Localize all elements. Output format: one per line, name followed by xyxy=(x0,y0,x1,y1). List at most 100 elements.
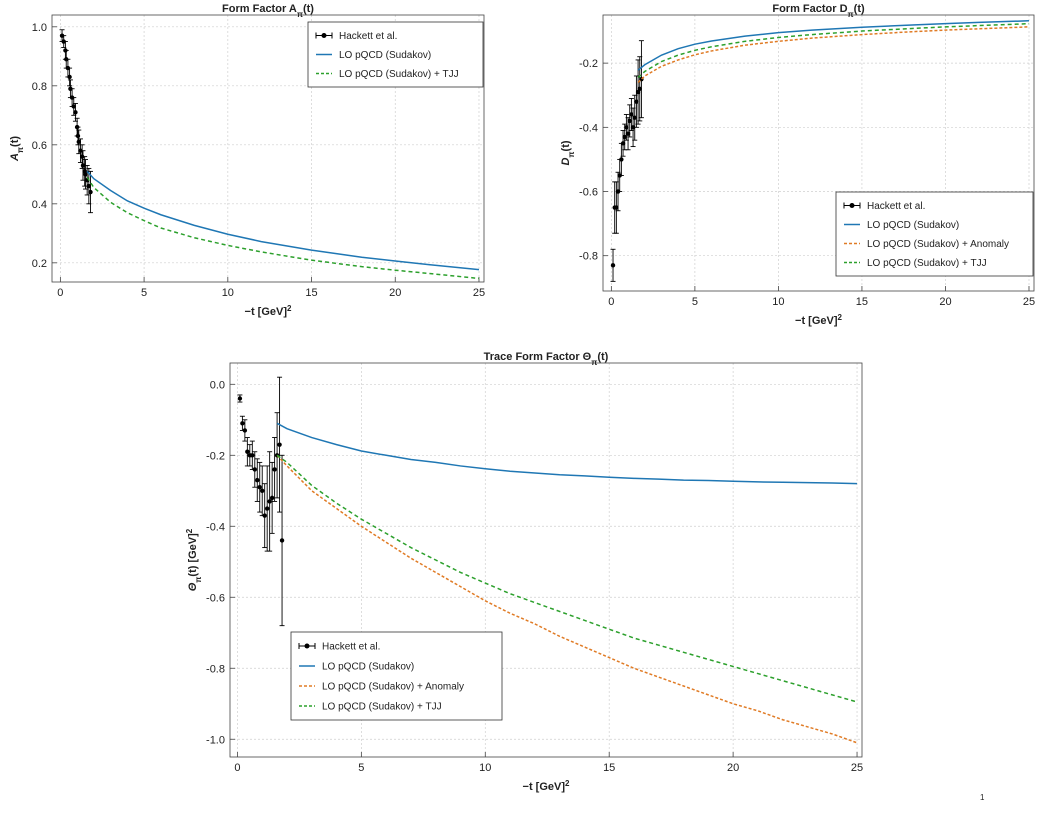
x-tick-label: 15 xyxy=(603,762,615,774)
data-point xyxy=(255,477,260,483)
y-tick-label: 0.6 xyxy=(32,140,47,152)
series-line-1 xyxy=(637,20,1030,71)
y-tick-label: -0.2 xyxy=(579,58,598,70)
legend-box xyxy=(835,191,1034,277)
x-tick-label: 5 xyxy=(692,296,698,308)
data-point xyxy=(629,112,634,117)
chart-form-factor-a: 0 5 10 15 20 25 0.2 0.4 0.6 0.8 1.0 Form Factor Aπ(… xyxy=(9,3,485,318)
legend-label: LO pQCD (Sudakov) + Anomaly xyxy=(322,682,464,693)
plot-frame xyxy=(602,14,1035,292)
series-line-1 xyxy=(86,170,480,271)
y-tick-label: 0.0 xyxy=(210,379,225,391)
x-tick-label: 10 xyxy=(772,296,784,308)
x-tick-label: 5 xyxy=(358,762,364,774)
y-tick-label: -0.4 xyxy=(579,122,598,134)
data-point xyxy=(245,449,250,454)
data-point xyxy=(260,488,265,493)
x-axis-label: −t [GeV]2 xyxy=(795,313,842,328)
legend-marker xyxy=(304,643,310,649)
x-tick-label: 0 xyxy=(608,296,614,308)
legend-label: LO pQCD (Sudakov) + Anomaly xyxy=(867,239,1009,250)
data-point xyxy=(237,396,243,401)
plot-frame xyxy=(51,14,485,283)
data-point xyxy=(76,139,81,145)
y-tick-label: 0.8 xyxy=(32,81,47,93)
y-tick-label: -0.8 xyxy=(206,663,225,675)
data-point xyxy=(257,485,262,490)
footnote-mark: 1 xyxy=(980,793,985,802)
data-point xyxy=(78,148,83,153)
data-point xyxy=(83,172,88,177)
y-tick-label: -0.4 xyxy=(206,521,225,533)
data-point xyxy=(634,99,639,104)
legend-marker xyxy=(849,203,855,208)
legend: Hackett et al. LO pQCD (Sudakov) LO pQCD (… xyxy=(835,191,1034,277)
chart-title: Trace Form Factor Θπ(t) xyxy=(484,351,609,367)
data-point xyxy=(637,86,642,92)
legend: Hackett et al. LO pQCD (Sudakov) LO pQCD (… xyxy=(290,631,503,721)
x-tick-label: 5 xyxy=(141,287,147,299)
y-tick-label: -0.8 xyxy=(579,251,598,263)
series-line-2 xyxy=(276,454,858,744)
x-tick-label: 25 xyxy=(851,762,863,774)
chart-title: Form Factor Dπ(t) xyxy=(772,3,865,19)
x-tick-label: 15 xyxy=(856,296,868,308)
legend-box xyxy=(290,631,503,721)
y-axis-label: Θπ(t) [GeV]2 xyxy=(185,528,203,591)
data-point xyxy=(75,133,81,139)
y-tick-label: 0.2 xyxy=(32,258,47,270)
legend-label: LO pQCD (Sudakov) + TJJ xyxy=(867,258,987,269)
x-axis-label: −t [GeV]2 xyxy=(245,304,292,319)
series-line-1 xyxy=(276,422,858,485)
chart-title: Form Factor Aπ(t) xyxy=(222,3,314,19)
data-point xyxy=(88,189,93,195)
legend-label: LO pQCD (Sudakov) xyxy=(867,220,959,231)
data-point xyxy=(262,513,267,518)
chart-form-factor-d: 0 5 10 15 20 25 -0.8 -0.6 -0.4 -0.2 Form Factor Dπ… xyxy=(560,3,1035,327)
data-point xyxy=(240,421,245,426)
data-point xyxy=(264,506,270,511)
data-point xyxy=(80,163,86,168)
y-tick-label: 1.0 xyxy=(32,22,47,34)
plot-area xyxy=(59,29,480,280)
data-point xyxy=(622,134,627,140)
data-point xyxy=(71,104,76,109)
data-point xyxy=(620,141,626,146)
data-point xyxy=(630,125,636,130)
y-tick-label: -0.2 xyxy=(206,450,225,462)
plot-area xyxy=(610,20,1030,282)
data-point xyxy=(279,538,285,543)
legend-label: Hackett et al. xyxy=(322,642,380,653)
data-point xyxy=(252,467,257,472)
data-point xyxy=(250,453,255,458)
plot-area xyxy=(237,376,858,744)
y-tick-label: -0.6 xyxy=(206,592,225,604)
data-point xyxy=(73,110,78,115)
chart-trace-form-factor: 0 5 10 15 20 25 -1.0 -0.8 -0.6 -0.4 -0.2 0.0 Trace F… xyxy=(185,351,864,793)
legend-label: LO pQCD (Sudakov) + TJJ xyxy=(322,702,442,713)
y-axis-label: Dπ(t) xyxy=(560,140,576,165)
x-tick-label: 20 xyxy=(389,287,401,299)
x-tick-label: 25 xyxy=(473,287,485,299)
legend-marker xyxy=(321,33,327,38)
y-tick-label: -1.0 xyxy=(206,734,225,746)
data-point xyxy=(624,125,629,130)
legend-label: LO pQCD (Sudakov) xyxy=(322,662,414,673)
x-tick-label: 25 xyxy=(1023,296,1035,308)
series-line-2 xyxy=(637,26,1030,83)
data-point xyxy=(632,115,637,120)
x-tick-label: 20 xyxy=(727,762,739,774)
data-point xyxy=(277,442,282,447)
y-tick-label: -0.6 xyxy=(579,187,598,199)
x-tick-label: 15 xyxy=(305,287,317,299)
x-tick-label: 10 xyxy=(222,287,234,299)
legend-label: LO pQCD (Sudakov) + TJJ xyxy=(339,69,459,80)
data-point xyxy=(242,428,248,433)
series-line-2 xyxy=(86,176,480,280)
data-point xyxy=(619,157,624,162)
data-point xyxy=(67,74,72,80)
data-point xyxy=(610,263,616,268)
data-point xyxy=(267,499,272,504)
y-axis-label: Aπ(t) xyxy=(9,136,25,162)
